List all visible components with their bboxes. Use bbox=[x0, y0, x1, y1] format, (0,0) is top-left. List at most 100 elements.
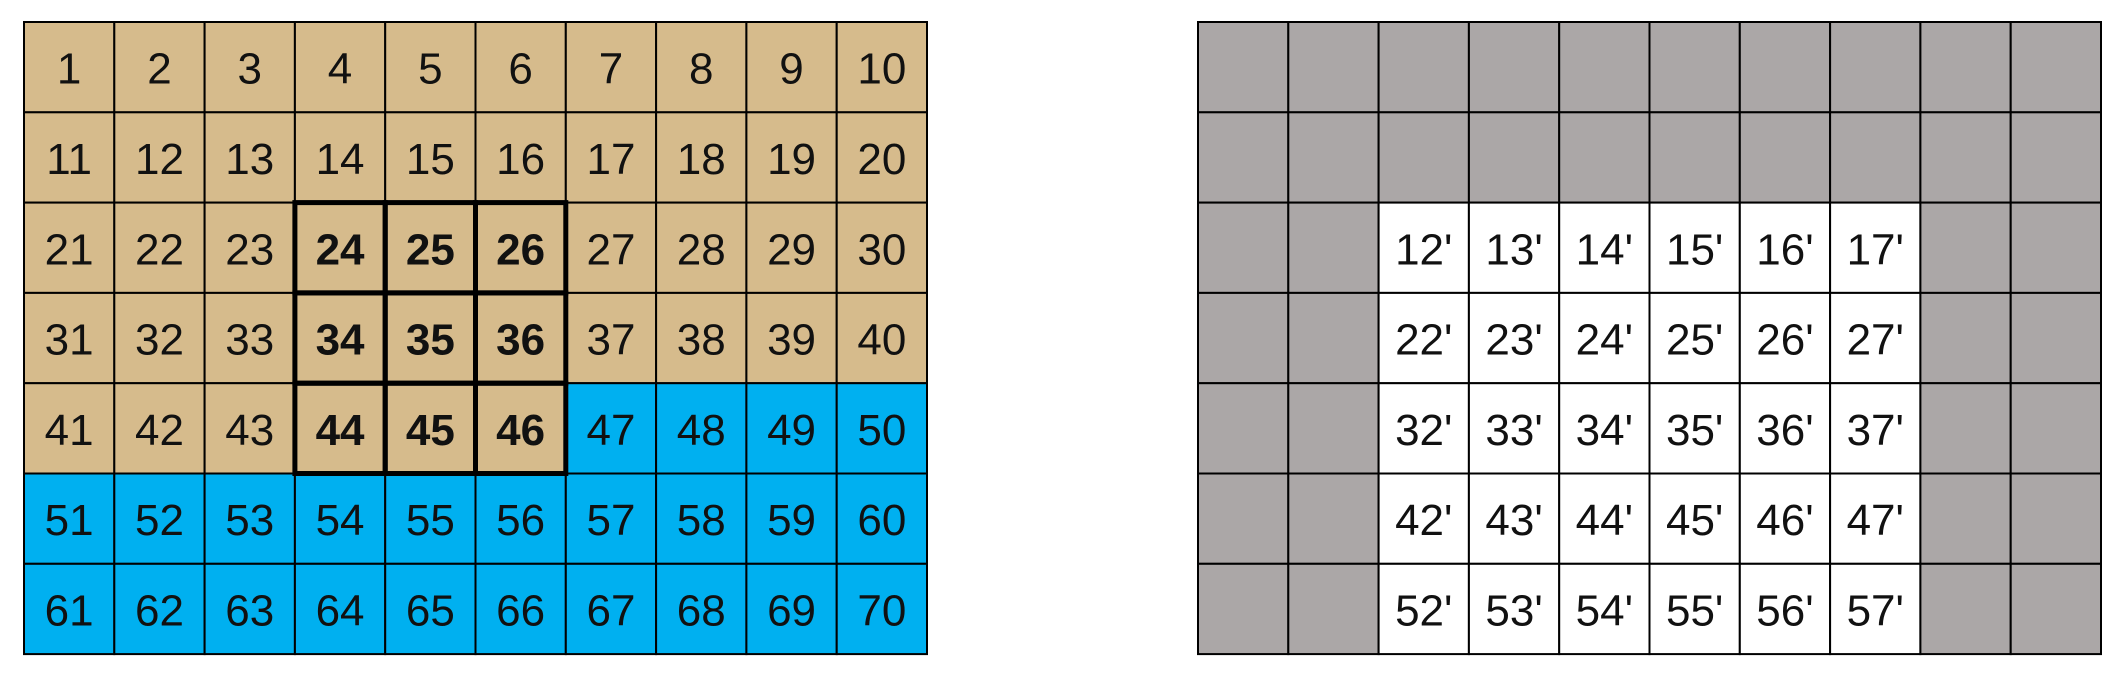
cell-label: 12 bbox=[135, 135, 184, 184]
grid-cell bbox=[745, 201, 838, 294]
grid-cell bbox=[1377, 562, 1470, 656]
grid-cell bbox=[1287, 562, 1380, 656]
grid-cell bbox=[564, 201, 658, 294]
grid-cell bbox=[745, 111, 838, 204]
cell-label: 20 bbox=[857, 135, 906, 184]
grid-cell bbox=[2009, 472, 2102, 565]
grid-cell bbox=[1919, 201, 2012, 294]
cell-label: 42' bbox=[1395, 496, 1452, 545]
cell-label: 24 bbox=[316, 225, 365, 274]
grid-cell bbox=[1829, 201, 1922, 294]
cell-label: 62 bbox=[135, 586, 184, 635]
grid-cell bbox=[113, 382, 206, 475]
cell-label: 33 bbox=[225, 316, 274, 365]
cell-label: 5 bbox=[418, 45, 442, 94]
grid-cell bbox=[1558, 472, 1651, 565]
grid-cell bbox=[1648, 562, 1741, 656]
grid-cell bbox=[1919, 382, 2012, 475]
grid-cell bbox=[1919, 562, 2012, 656]
grid-cell bbox=[113, 21, 206, 114]
grid-cell bbox=[474, 21, 567, 114]
cell-label: 3 bbox=[238, 45, 262, 94]
cell-label: 43' bbox=[1485, 496, 1542, 545]
cell-label: 56 bbox=[496, 496, 545, 545]
cell-label: 6 bbox=[508, 45, 532, 94]
grid-cell bbox=[835, 382, 929, 475]
grid-cell bbox=[474, 111, 567, 204]
cell-label: 1 bbox=[57, 45, 81, 94]
cell-label: 35' bbox=[1666, 406, 1723, 455]
cell-label: 16 bbox=[496, 135, 545, 184]
grid-cell bbox=[1197, 111, 1290, 204]
cell-label: 52' bbox=[1395, 586, 1452, 635]
grid-cell bbox=[1467, 201, 1561, 294]
cell-label: 58 bbox=[677, 496, 726, 545]
grid-cell bbox=[835, 201, 929, 294]
cell-label: 26' bbox=[1756, 316, 1813, 365]
cell-label: 43 bbox=[225, 406, 274, 455]
cell-label: 11 bbox=[46, 135, 92, 184]
cell-label: 15 bbox=[406, 135, 455, 184]
cell-label: 25' bbox=[1666, 316, 1723, 365]
cell-label: 50 bbox=[857, 406, 906, 455]
grid-cell bbox=[384, 382, 477, 475]
cell-label: 68 bbox=[677, 586, 726, 635]
grid-cell bbox=[1919, 291, 2012, 385]
cell-label: 45 bbox=[406, 406, 455, 455]
cell-label: 56' bbox=[1756, 586, 1813, 635]
cell-label: 17' bbox=[1847, 225, 1904, 274]
grid-cell bbox=[2009, 562, 2102, 656]
grid-cell bbox=[835, 562, 929, 656]
cell-label: 46 bbox=[496, 406, 545, 455]
cell-label: 38 bbox=[677, 316, 726, 365]
grid-cell bbox=[1738, 111, 1832, 204]
grid-cell bbox=[203, 382, 296, 475]
grid-cell bbox=[2009, 382, 2102, 475]
grid-cell bbox=[1287, 111, 1380, 204]
grid-cell bbox=[1287, 382, 1380, 475]
grid-cell bbox=[23, 472, 116, 565]
grid-cell bbox=[293, 111, 387, 204]
grid-cell bbox=[1648, 111, 1741, 204]
cell-label: 13 bbox=[225, 135, 274, 184]
grid-cell bbox=[1287, 201, 1380, 294]
cell-label: 2 bbox=[147, 45, 171, 94]
cell-label: 48 bbox=[677, 406, 726, 455]
grid-cell bbox=[1287, 472, 1380, 565]
cell-label: 65 bbox=[406, 586, 455, 635]
grid-cell bbox=[1738, 562, 1832, 656]
cell-label: 27' bbox=[1847, 316, 1904, 365]
cell-label: 23 bbox=[225, 225, 274, 274]
grid-cell bbox=[1829, 291, 1922, 385]
grid-cell bbox=[835, 291, 929, 385]
grid-cell bbox=[1829, 562, 1922, 656]
grid-cell bbox=[203, 472, 296, 565]
cell-label: 40 bbox=[857, 316, 906, 365]
grid-cell bbox=[1738, 382, 1832, 475]
cell-label: 21 bbox=[45, 225, 94, 274]
grid-cell bbox=[1467, 21, 1561, 114]
grid-cell bbox=[23, 291, 116, 385]
grid-cell bbox=[23, 201, 116, 294]
cell-label: 9 bbox=[779, 45, 803, 94]
grid-cell bbox=[1197, 562, 1290, 656]
grid-cell bbox=[1738, 201, 1832, 294]
cell-label: 22' bbox=[1395, 316, 1452, 365]
grid-cell bbox=[655, 562, 748, 656]
cell-label: 47' bbox=[1847, 496, 1904, 545]
grid-cell bbox=[1197, 382, 1290, 475]
grid-cell bbox=[23, 562, 116, 656]
cell-label: 64 bbox=[316, 586, 365, 635]
cell-label: 57' bbox=[1847, 586, 1904, 635]
grid-cell bbox=[1377, 472, 1470, 565]
cell-label: 12' bbox=[1395, 225, 1452, 274]
grid-cell bbox=[1558, 111, 1651, 204]
cell-label: 13' bbox=[1485, 225, 1542, 274]
cell-label: 55' bbox=[1666, 586, 1723, 635]
grid-cell bbox=[1919, 21, 2012, 114]
grid-cell bbox=[655, 21, 748, 114]
grid-cell bbox=[2009, 291, 2102, 385]
grid-cell bbox=[474, 562, 567, 656]
cell-label: 46' bbox=[1756, 496, 1813, 545]
